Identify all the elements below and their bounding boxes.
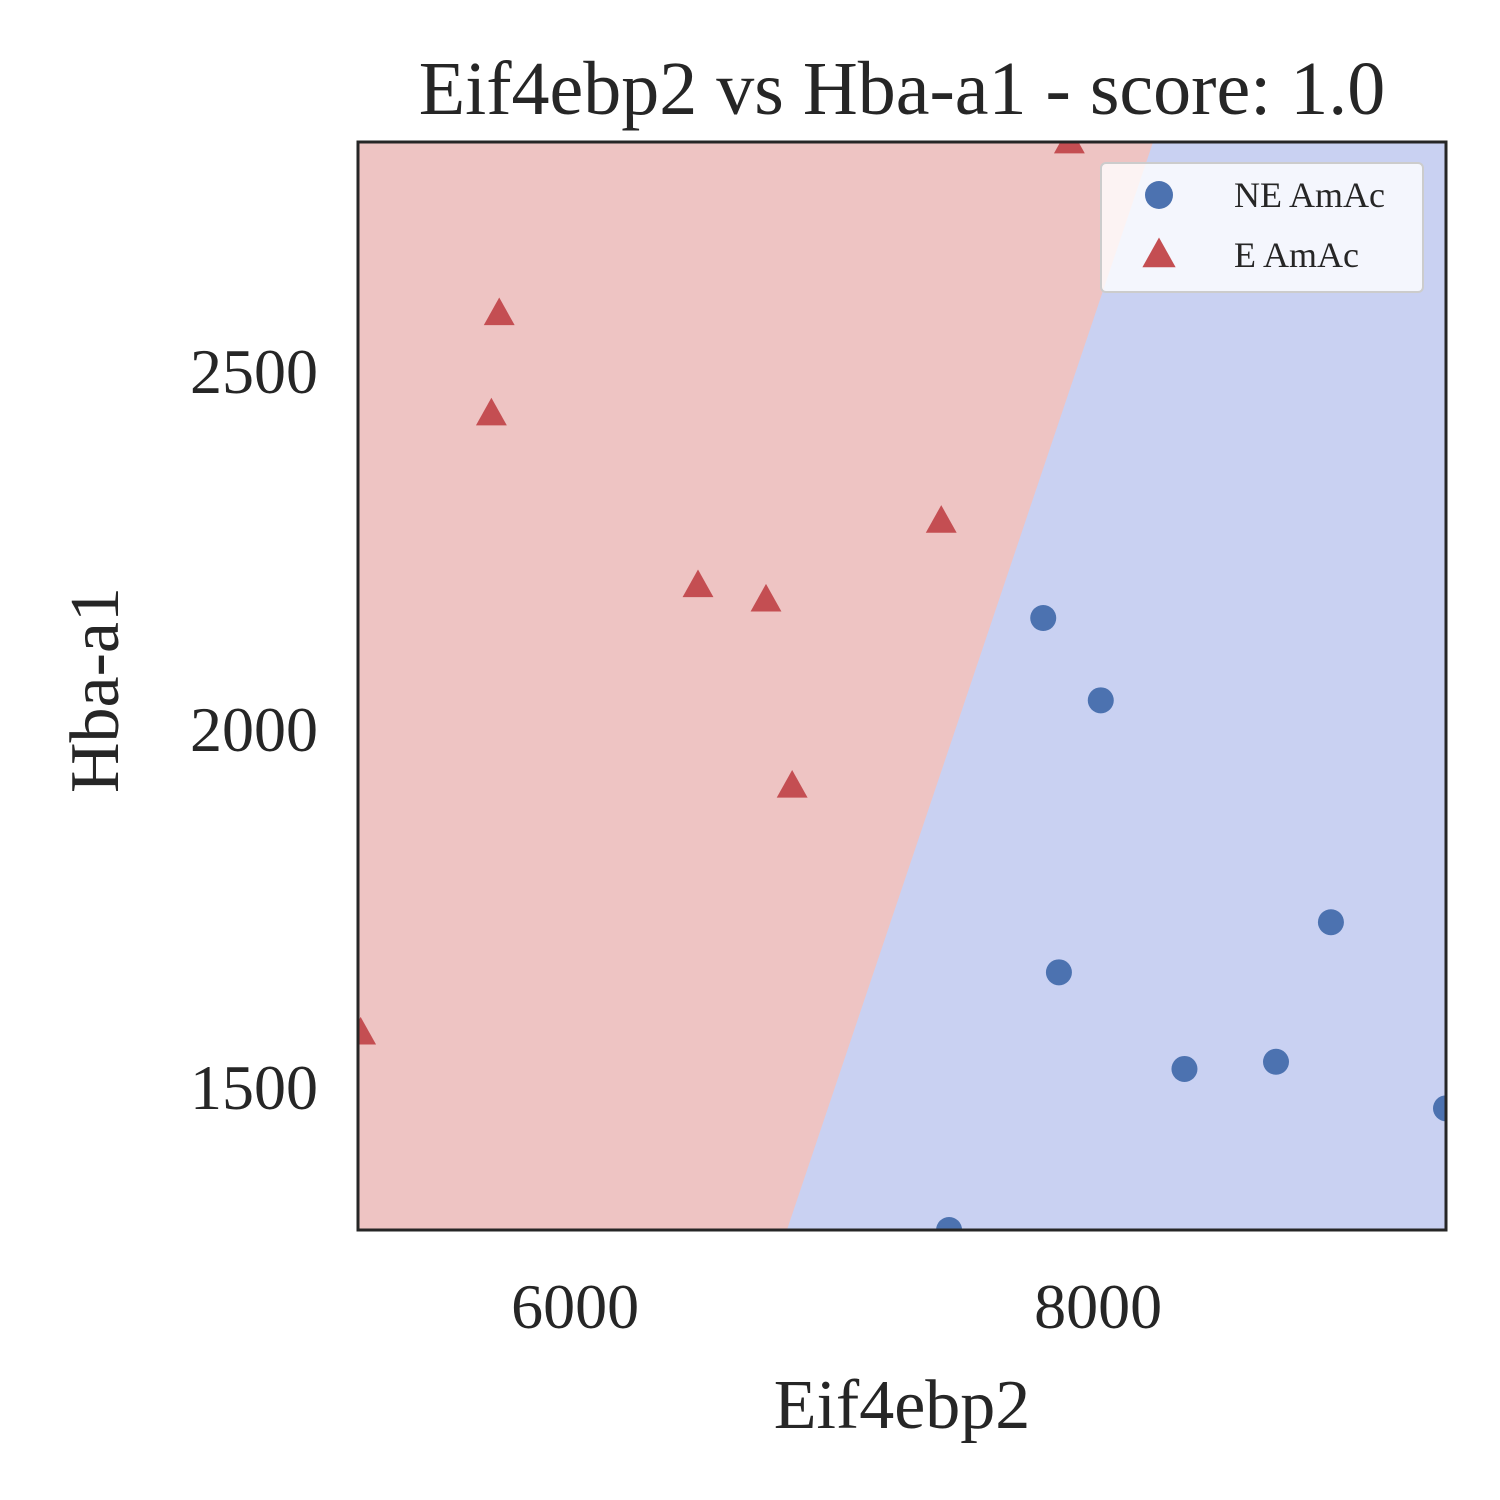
e-amac-point [475, 397, 507, 426]
decision-regions [358, 142, 1446, 1230]
x-axis-label: Eif4ebp2 [774, 1367, 1031, 1444]
plot-frame [356, 140, 1448, 1232]
legend-circle-icon [1145, 181, 1173, 209]
ne-amac-point [1045, 959, 1072, 986]
ne-amac-point [1317, 909, 1344, 936]
y-tick-label: 1500 [190, 1052, 318, 1123]
ne-amac-point [936, 1217, 963, 1230]
ne-amac-point [1171, 1055, 1198, 1082]
e-amac-point [358, 1016, 377, 1045]
legend-triangle-icon [1142, 237, 1176, 268]
y-tick-label: 2500 [190, 336, 318, 407]
ne-amac-point [1263, 1048, 1289, 1075]
legend-items: NE AmAc E AmAc [1142, 175, 1385, 275]
e-amac-point [1053, 142, 1085, 154]
plot-area [356, 140, 1448, 1232]
data-points [358, 142, 1446, 1230]
y-axis-label: Hba-a1 [57, 587, 134, 793]
legend-label: E AmAc [1234, 235, 1359, 275]
e-amac-point [925, 505, 957, 533]
e-amac-point [483, 297, 515, 326]
legend-box [1100, 162, 1424, 293]
y-axis-ticks: 1500 2000 2500 [190, 336, 318, 1123]
ne-amac-point [1087, 687, 1114, 714]
x-axis-ticks: 6000 8000 [511, 1271, 1162, 1342]
y-tick-label: 2000 [190, 694, 318, 765]
region-e-amac [358, 142, 1154, 1230]
chart-title: Eif4ebp2 vs Hba-a1 - score: 1.0 [419, 47, 1386, 131]
ne-amac-point [1433, 1095, 1446, 1122]
legend: NE AmAc E AmAc [1100, 162, 1424, 293]
x-tick-label: 6000 [511, 1271, 639, 1342]
ne-amac-point [1030, 605, 1057, 631]
e-amac-point [682, 569, 714, 598]
e-amac-point [776, 769, 808, 798]
e-amac-point [750, 583, 782, 612]
x-tick-label: 8000 [1034, 1271, 1162, 1342]
legend-label: NE AmAc [1234, 175, 1385, 215]
